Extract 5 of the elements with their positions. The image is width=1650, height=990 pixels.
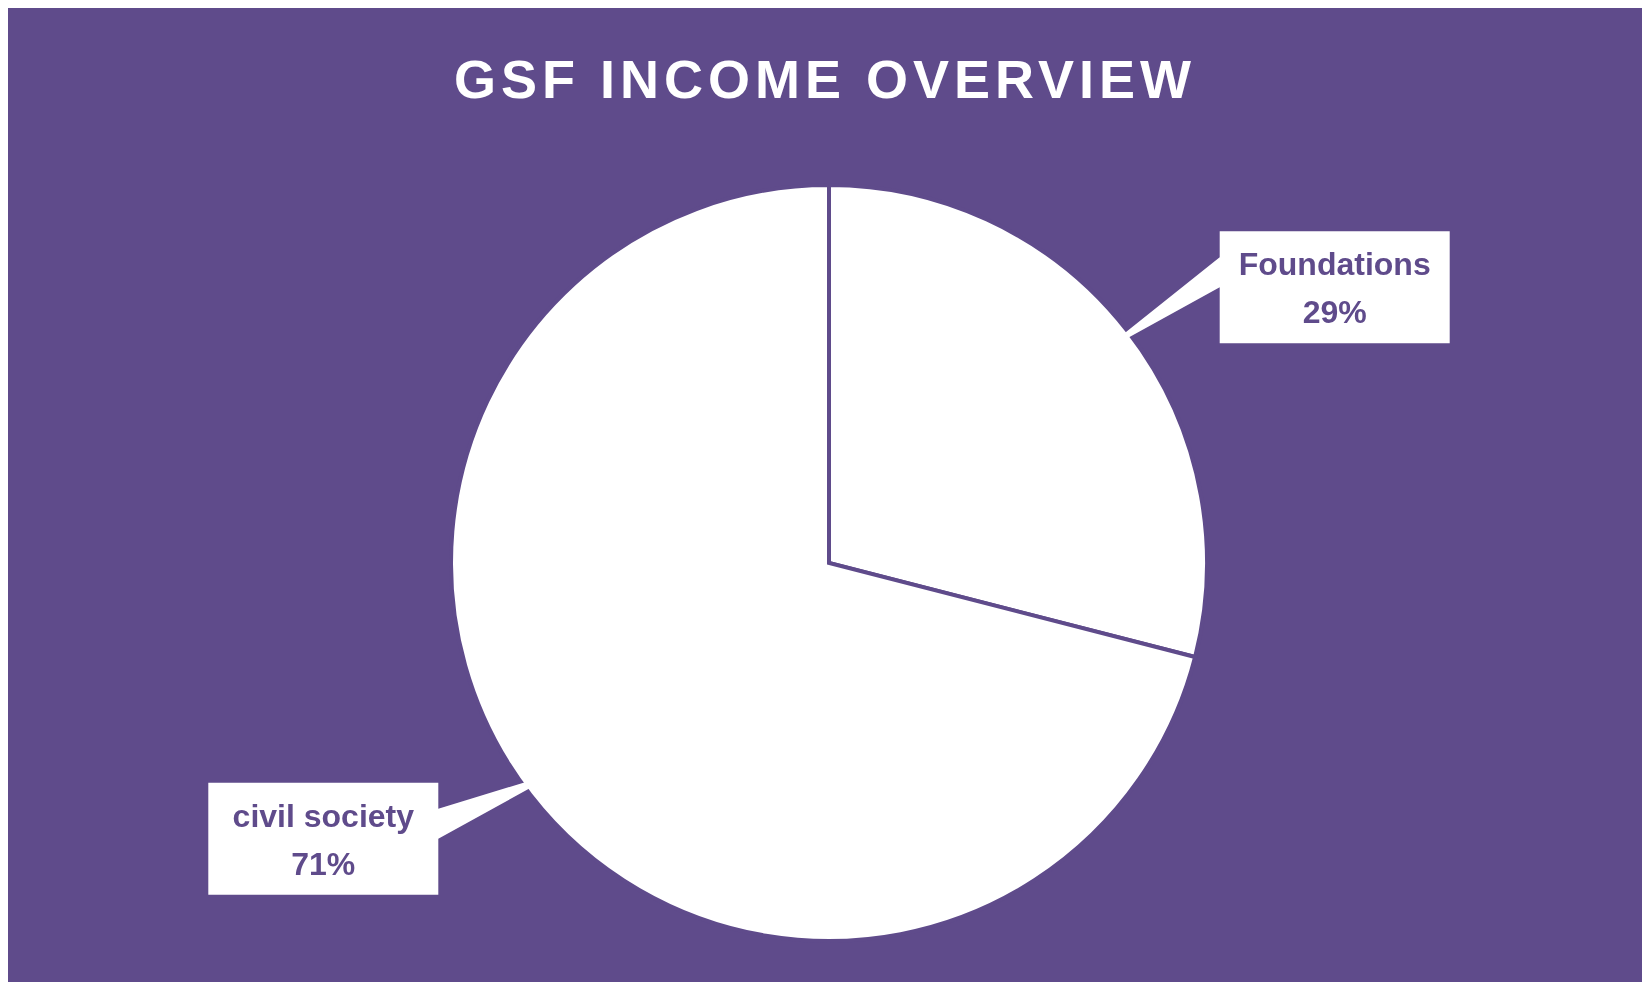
- slice-label: Foundations: [1238, 246, 1431, 283]
- data-label: 71%: [291, 845, 356, 882]
- chart-title: GSF INCOME OVERVIEW: [452, 48, 1198, 110]
- slice-label: civil society: [232, 797, 415, 834]
- data-label: 29%: [1302, 294, 1367, 331]
